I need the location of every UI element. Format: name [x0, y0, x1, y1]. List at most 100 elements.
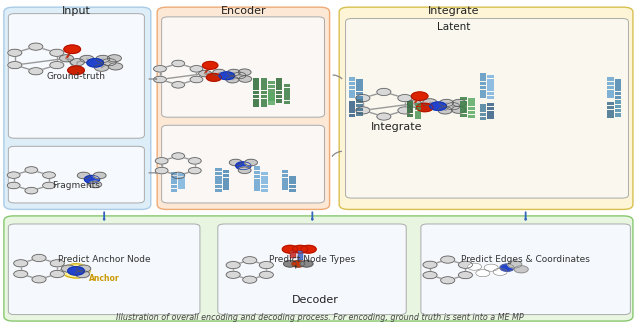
- Circle shape: [226, 271, 240, 278]
- Bar: [261, 180, 268, 184]
- FancyBboxPatch shape: [218, 224, 406, 315]
- Circle shape: [202, 61, 218, 69]
- Text: Predict Edges & Coordinates: Predict Edges & Coordinates: [461, 255, 590, 264]
- Circle shape: [25, 188, 38, 194]
- FancyBboxPatch shape: [8, 14, 145, 138]
- Bar: [356, 108, 363, 111]
- Bar: [276, 78, 282, 82]
- Bar: [607, 90, 614, 94]
- Circle shape: [108, 55, 122, 62]
- Text: Integrate: Integrate: [371, 122, 422, 132]
- Circle shape: [25, 167, 38, 173]
- Bar: [223, 174, 229, 177]
- Bar: [468, 115, 474, 119]
- Circle shape: [188, 167, 201, 174]
- Bar: [260, 82, 267, 86]
- Circle shape: [206, 73, 221, 81]
- Circle shape: [154, 66, 166, 72]
- Circle shape: [93, 172, 106, 179]
- Bar: [268, 97, 275, 101]
- Bar: [461, 110, 467, 113]
- Circle shape: [398, 107, 412, 114]
- Bar: [349, 110, 355, 113]
- Bar: [479, 77, 486, 81]
- Bar: [253, 82, 259, 86]
- FancyBboxPatch shape: [4, 7, 151, 209]
- Circle shape: [60, 55, 74, 62]
- Circle shape: [188, 158, 201, 164]
- FancyBboxPatch shape: [346, 19, 628, 198]
- Circle shape: [172, 172, 184, 179]
- Bar: [479, 73, 486, 77]
- Circle shape: [219, 72, 234, 80]
- Bar: [461, 105, 467, 109]
- Bar: [415, 111, 421, 115]
- Bar: [415, 115, 421, 119]
- Bar: [607, 82, 614, 85]
- Bar: [615, 105, 621, 108]
- Circle shape: [61, 265, 76, 272]
- Circle shape: [8, 49, 22, 56]
- Bar: [215, 176, 221, 180]
- FancyBboxPatch shape: [162, 17, 324, 117]
- Circle shape: [50, 260, 64, 267]
- Circle shape: [96, 55, 110, 62]
- Bar: [615, 83, 621, 87]
- Circle shape: [32, 254, 46, 262]
- Bar: [253, 183, 260, 187]
- Bar: [479, 94, 486, 98]
- Bar: [349, 90, 355, 94]
- Bar: [253, 166, 260, 170]
- Bar: [276, 82, 282, 86]
- Text: Input: Input: [61, 6, 90, 16]
- Bar: [356, 99, 363, 103]
- Text: Fragments: Fragments: [52, 181, 100, 190]
- Circle shape: [484, 264, 498, 271]
- Circle shape: [172, 60, 184, 67]
- Circle shape: [109, 63, 123, 70]
- Bar: [479, 86, 486, 89]
- Circle shape: [89, 181, 102, 188]
- Bar: [356, 104, 363, 107]
- Circle shape: [102, 58, 116, 66]
- Circle shape: [476, 270, 490, 277]
- Bar: [171, 176, 177, 180]
- Bar: [276, 95, 282, 98]
- Bar: [615, 92, 621, 95]
- Bar: [468, 111, 474, 114]
- Circle shape: [301, 245, 316, 253]
- Circle shape: [458, 261, 472, 268]
- Bar: [268, 85, 275, 88]
- Bar: [356, 112, 363, 116]
- Circle shape: [156, 158, 168, 164]
- Circle shape: [412, 92, 428, 100]
- Circle shape: [243, 257, 257, 264]
- Bar: [282, 187, 288, 190]
- Bar: [290, 252, 296, 258]
- Bar: [479, 113, 486, 116]
- Circle shape: [452, 106, 466, 113]
- Bar: [215, 180, 221, 184]
- Bar: [260, 103, 267, 107]
- Circle shape: [423, 99, 437, 106]
- Circle shape: [29, 68, 43, 75]
- Circle shape: [7, 172, 20, 178]
- Bar: [171, 172, 177, 176]
- Bar: [268, 93, 275, 97]
- Bar: [407, 114, 413, 117]
- Bar: [223, 178, 229, 182]
- Circle shape: [190, 76, 203, 83]
- Bar: [261, 189, 268, 192]
- Circle shape: [292, 261, 305, 267]
- Bar: [223, 170, 229, 173]
- FancyBboxPatch shape: [157, 7, 330, 209]
- Bar: [479, 82, 486, 85]
- Bar: [615, 113, 621, 117]
- Bar: [253, 188, 260, 191]
- Circle shape: [212, 69, 225, 76]
- Bar: [253, 95, 259, 98]
- Bar: [607, 106, 614, 110]
- Bar: [282, 174, 288, 177]
- FancyBboxPatch shape: [339, 7, 633, 209]
- Bar: [407, 105, 413, 109]
